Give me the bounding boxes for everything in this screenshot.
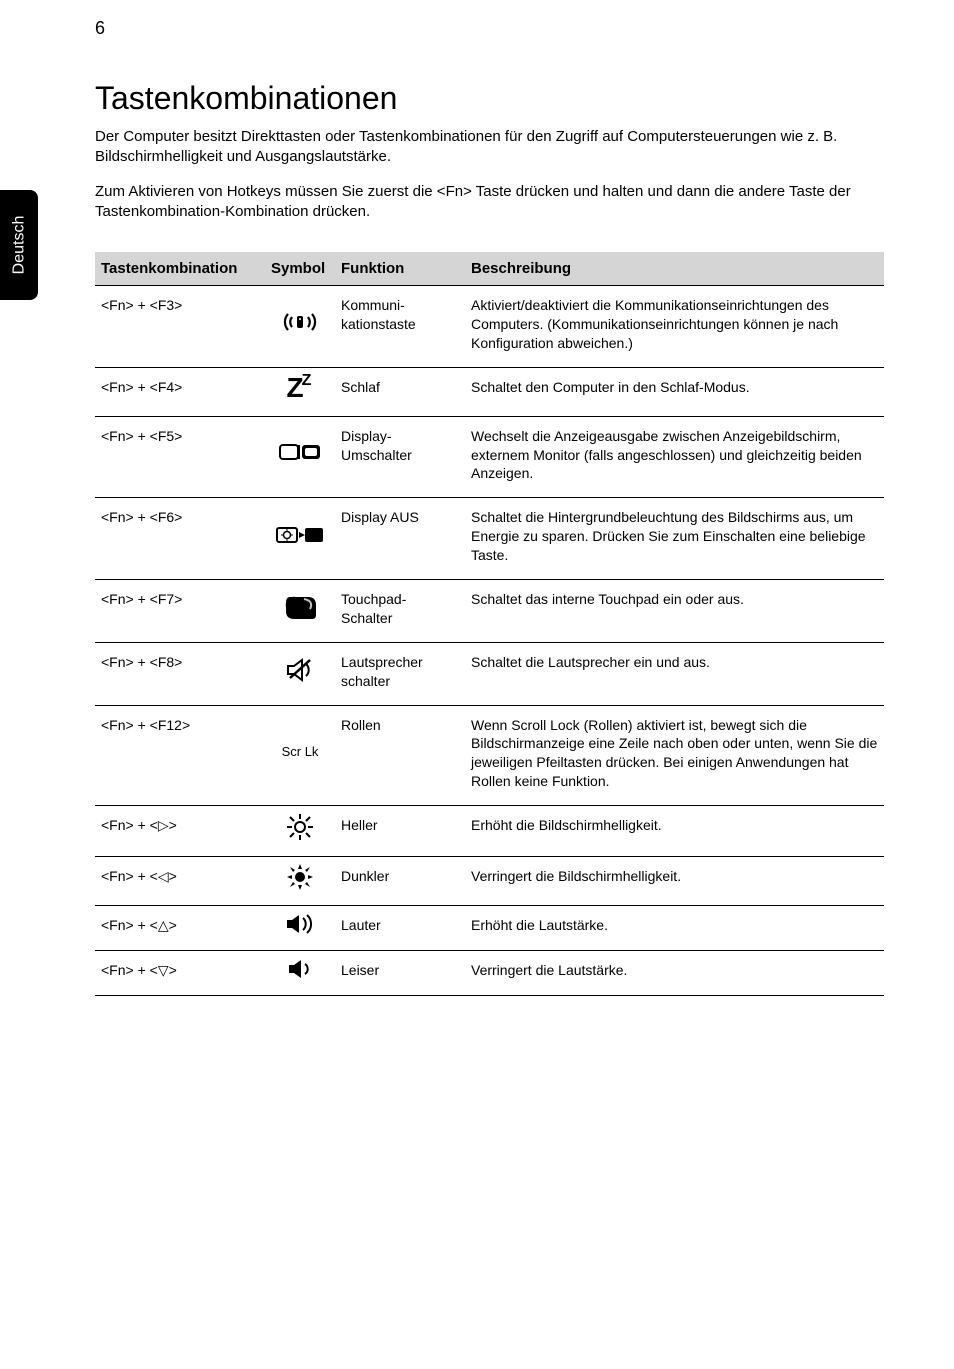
cell-symbol [265,857,335,906]
cell-func: Display- Umschalter [335,416,465,498]
cell-symbol [265,286,335,368]
language-tab-label: Deutsch [10,216,28,275]
intro-paragraph-2: Zum Aktivieren von Hotkeys müssen Sie zu… [95,182,884,223]
cell-desc: Erhöht die Bildschirmhelligkeit. [465,806,884,857]
cell-func: Rollen [335,705,465,806]
brightness-up-icon [285,812,315,842]
cell-symbol [265,806,335,857]
table-row: <Fn> + <F3> Kommuni- kationstaste [95,286,884,368]
table-row: <Fn> + <F6> Display AUS Schaltet die Hin… [95,498,884,580]
header-symbol: Symbol [265,252,335,286]
table-row: <Fn> + <◁> Dunkler Verringert die Bildsc… [95,857,884,906]
table-row: <Fn> + <△> Lauter Erhöht die Lautstärke. [95,906,884,951]
cell-symbol [265,906,335,951]
cell-func: Lauter [335,906,465,951]
speaker-mute-icon [284,656,316,684]
table-header-row: Tastenkombination Symbol Funktion Beschr… [95,252,884,286]
cell-desc: Schaltet die Lautsprecher ein und aus. [465,642,884,705]
cell-func: Touchpad- Schalter [335,580,465,643]
cell-func: Lautsprecher schalter [335,642,465,705]
cell-symbol: Scr Lk [265,705,335,806]
cell-func: Display AUS [335,498,465,580]
touchpad-icon [280,593,320,621]
cell-combo: <Fn> + <△> [95,906,265,951]
cell-symbol [265,580,335,643]
header-combo: Tastenkombination [95,252,265,286]
header-func: Funktion [335,252,465,286]
cell-desc: Schaltet das interne Touchpad ein oder a… [465,580,884,643]
cell-desc: Schaltet die Hintergrundbeleuchtung des … [465,498,884,580]
cell-func: Dunkler [335,857,465,906]
cell-combo: <Fn> + <F8> [95,642,265,705]
intro-paragraph-1: Der Computer besitzt Direkttasten oder T… [95,127,884,168]
table-row: <Fn> + <F5> Display- Umschalter Wechselt… [95,416,884,498]
page: 6 Deutsch Tastenkombinationen Der Comput… [0,0,954,1369]
cell-desc: Verringert die Bildschirmhelligkeit. [465,857,884,906]
cell-symbol [265,498,335,580]
volume-up-icon [285,912,315,936]
cell-combo: <Fn> + <F3> [95,286,265,368]
volume-down-icon [287,957,313,981]
cell-combo: <Fn> + <◁> [95,857,265,906]
cell-symbol: ZZ [265,367,335,416]
brightness-down-icon [286,863,314,891]
page-number: 6 [95,18,105,39]
cell-combo: <Fn> + <▽> [95,951,265,996]
cell-desc: Schaltet den Computer in den Schlaf-Modu… [465,367,884,416]
table-row: <Fn> + <F4> ZZ Schlaf Schaltet den Compu… [95,367,884,416]
cell-symbol [265,951,335,996]
cell-combo: <Fn> + <▷> [95,806,265,857]
cell-combo: <Fn> + <F7> [95,580,265,643]
communication-icon [282,308,318,336]
cell-desc: Wenn Scroll Lock (Rollen) aktiviert ist,… [465,705,884,806]
table-row: <Fn> + <▷> Heller Erhöht die Bildschirmh… [95,806,884,857]
cell-desc: Aktiviert/deaktiviert die Kommunikations… [465,286,884,368]
cell-combo: <Fn> + <F5> [95,416,265,498]
scroll-lock-icon: Scr Lk [282,744,319,759]
table-row: <Fn> + <F8> Lautsprecher schalter Schalt… [95,642,884,705]
cell-desc: Wechselt die Anzeigeausgabe zwischen Anz… [465,416,884,498]
cell-func: Leiser [335,951,465,996]
cell-desc: Erhöht die Lautstärke. [465,906,884,951]
display-off-icon [275,524,325,546]
language-tab: Deutsch [0,190,38,300]
cell-symbol [265,642,335,705]
cell-symbol [265,416,335,498]
hotkey-table: Tastenkombination Symbol Funktion Beschr… [95,252,884,996]
display-switch-icon [278,441,322,465]
cell-desc: Verringert die Lautstärke. [465,951,884,996]
cell-func: Heller [335,806,465,857]
cell-combo: <Fn> + <F12> [95,705,265,806]
cell-combo: <Fn> + <F6> [95,498,265,580]
header-desc: Beschreibung [465,252,884,286]
cell-combo: <Fn> + <F4> [95,367,265,416]
cell-func: Schlaf [335,367,465,416]
table-row: <Fn> + <F7> Touchpad- Schalter Schaltet … [95,580,884,643]
sleep-icon: ZZ [287,372,314,403]
cell-func: Kommuni- kationstaste [335,286,465,368]
table-row: <Fn> + <▽> Leiser Verringert die Lautstä… [95,951,884,996]
table-row: <Fn> + <F12> Scr Lk Rollen Wenn Scroll L… [95,705,884,806]
page-title: Tastenkombinationen [95,80,884,117]
